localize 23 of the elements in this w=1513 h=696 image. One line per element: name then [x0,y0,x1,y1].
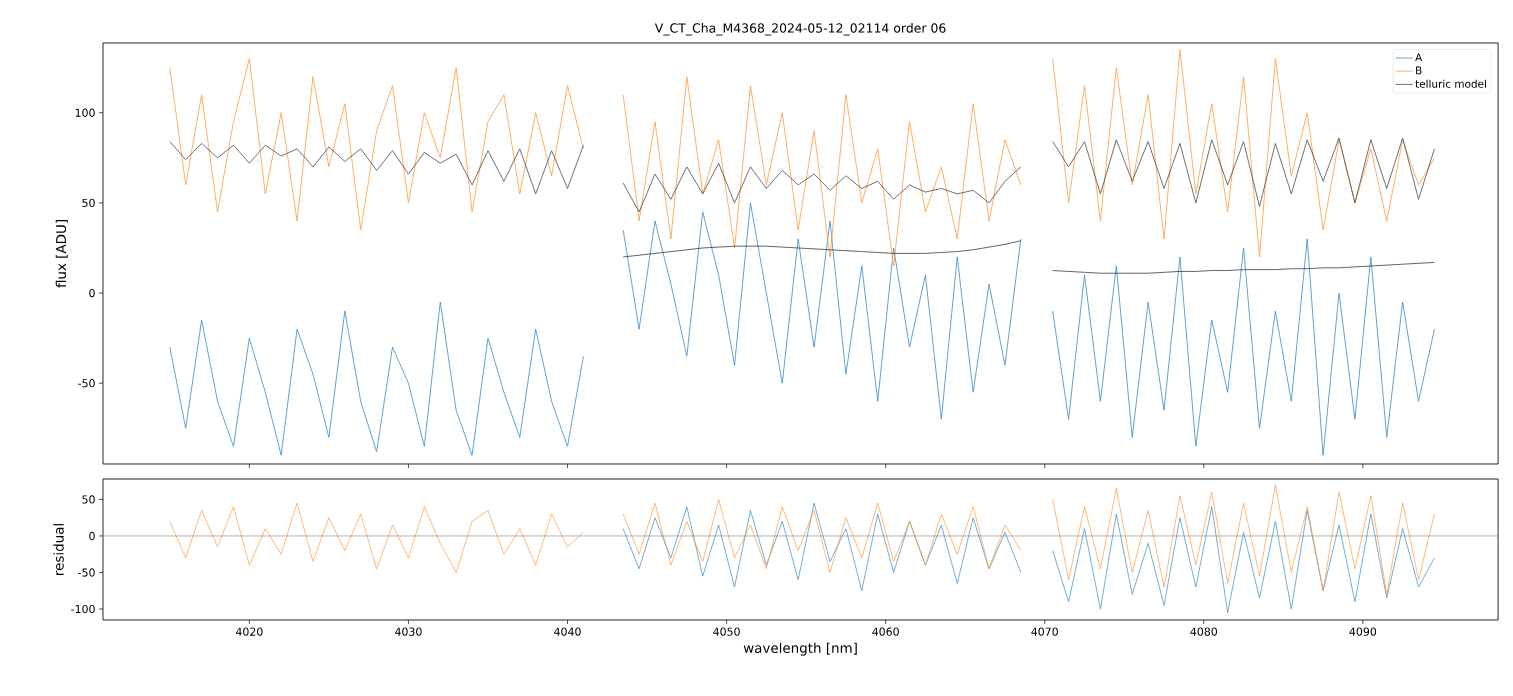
y-tick-label: -100 [71,604,95,614]
y-tick-label: 50 [82,495,95,504]
x-tick-label: 4020 [235,627,263,636]
x-tick-label: 4080 [1190,627,1218,636]
y-tick-label: -50 [78,379,95,388]
x-axis-title: wavelength [nm] [743,642,857,656]
legend-label: telluric model [1415,79,1486,88]
y-tick-label: 100 [75,108,95,117]
legend-label: A [1415,53,1423,62]
x-tick-label: 4050 [713,627,740,636]
legend-label: B [1416,66,1422,75]
y-tick-label: 50 [82,198,95,208]
y-axis-title: flux [ADU] [55,220,68,288]
x-tick-label: 4090 [1349,627,1377,636]
y-tick-label: -50 [78,568,95,577]
x-tick-label: 4060 [872,627,899,636]
chart-title: V_CT_Cha_M4368_2024-05-12_02114 order 06 [654,23,946,36]
x-tick-label: 4030 [395,627,422,636]
y-axis-title: residual [53,524,64,575]
x-tick-label: 4040 [554,627,581,636]
x-tick-label: 4070 [1031,627,1058,636]
y-tick-label: 0 [89,288,95,298]
y-tick-label: 0 [89,531,95,541]
